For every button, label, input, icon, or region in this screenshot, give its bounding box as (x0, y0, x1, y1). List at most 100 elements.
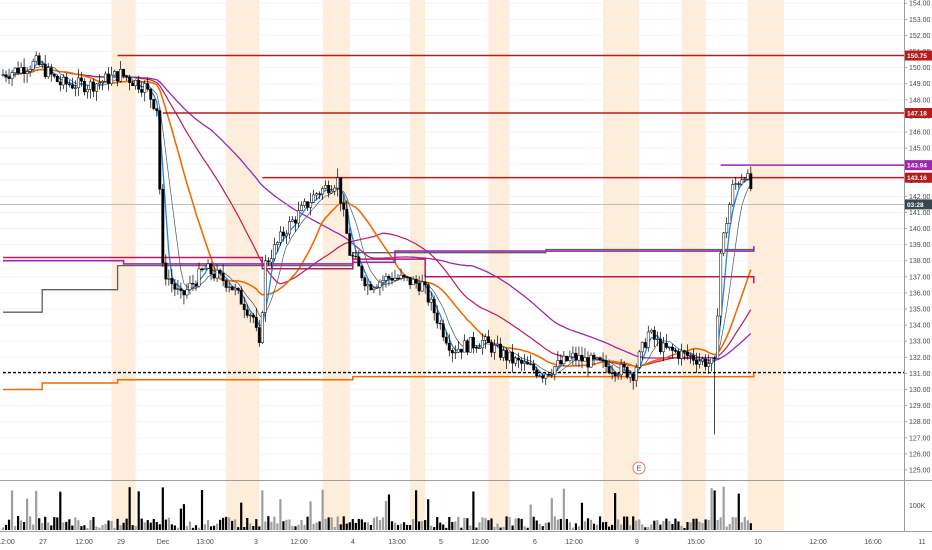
candle-body (309, 202, 313, 208)
volume-bar (119, 525, 122, 530)
volume-bar (568, 522, 571, 530)
volume-bar (544, 522, 547, 530)
price-flag (905, 199, 932, 210)
y-tick-label: 128.00 (909, 419, 931, 426)
volume-bar (312, 523, 315, 530)
volume-bar (665, 518, 668, 530)
volume-bar (740, 522, 743, 530)
candle-body (327, 185, 331, 194)
candle-body (468, 336, 472, 353)
volume-bar (713, 490, 716, 530)
volume-bar (249, 523, 252, 530)
candle-body (248, 314, 252, 317)
candle-body (568, 356, 572, 362)
volume-bar (433, 527, 436, 530)
candle-body (686, 351, 689, 356)
volume-bar (125, 518, 128, 530)
candle-body (324, 185, 328, 189)
candle-body (683, 350, 686, 353)
volume-bar (689, 522, 692, 530)
y-tick-label: 148.00 (909, 97, 931, 104)
y-tick-label: 127.00 (909, 435, 931, 442)
volume-bar (197, 527, 201, 530)
candle-body (580, 355, 584, 362)
y-tick-label: 153.00 (909, 17, 931, 24)
volume-bar (62, 522, 65, 530)
candle-body (487, 336, 490, 343)
volume-bar (475, 527, 478, 530)
candle-body (43, 63, 47, 77)
candle-body (535, 369, 539, 377)
candle-body (107, 73, 110, 84)
volume-bar (677, 521, 680, 530)
session-band (488, 0, 510, 530)
volume-bar (318, 521, 321, 530)
x-tick-label: 12:00 (565, 539, 583, 546)
candle-body (399, 274, 403, 279)
candle-body (562, 355, 566, 364)
candle-body (82, 80, 86, 93)
volume-bar (553, 516, 556, 530)
volume-bar (393, 522, 397, 530)
volume-bar (656, 520, 659, 530)
volume-bar (56, 517, 59, 530)
x-tick-label: 5 (439, 539, 443, 546)
price-flag-label: 03:28 (907, 202, 924, 209)
volume-bar (638, 519, 641, 530)
volume-bar (29, 516, 32, 530)
volume-bar (309, 501, 312, 530)
volume-bar (182, 504, 186, 530)
volume-bar (107, 520, 110, 530)
volume-bar (737, 493, 740, 530)
volume-bar (463, 517, 466, 530)
candle-body (417, 283, 421, 292)
volume-bar (457, 516, 460, 530)
y-tick-label: 149.00 (909, 81, 931, 88)
candle-body (583, 357, 587, 362)
volume-bar (360, 519, 363, 530)
candle-body (661, 342, 665, 353)
volume-bar (149, 522, 152, 530)
volume-bar (77, 520, 80, 530)
candle-body (1, 74, 5, 76)
candle-body (673, 350, 677, 352)
candle-body (303, 201, 306, 206)
volume-bar (351, 519, 354, 530)
candle-body (565, 355, 569, 362)
price-flag-label: 143.16 (907, 175, 927, 182)
candle-body (505, 350, 509, 361)
candle-body (149, 88, 153, 100)
candle-body (384, 276, 388, 281)
volume-bar (212, 525, 216, 530)
candle-body (462, 340, 466, 353)
candle-body (209, 263, 213, 275)
candle-body (312, 194, 316, 203)
candle-body (294, 219, 297, 224)
candle-body (628, 373, 632, 378)
candle-body (345, 209, 349, 234)
volume-bar (128, 487, 131, 530)
candle-body (502, 350, 506, 358)
volume-bar (240, 502, 243, 530)
volume-bar (26, 498, 29, 530)
volume-bar (32, 524, 35, 530)
volume-bar (215, 523, 219, 530)
volume-bar (83, 525, 86, 530)
volume-bar (143, 522, 146, 530)
candle-body (110, 74, 114, 84)
candle-body (173, 283, 177, 290)
volume-bar (478, 522, 481, 530)
candle-body (396, 277, 400, 280)
candle-body (607, 366, 611, 374)
candle-body (541, 375, 545, 379)
volume-bar (164, 519, 167, 530)
volume-bar (4, 524, 8, 530)
candle-body (197, 268, 201, 287)
volume-bar (635, 520, 638, 530)
volume-bar (131, 525, 134, 530)
candle-body (354, 255, 358, 258)
y-tick-label: 137.00 (909, 274, 931, 281)
candle-body (176, 288, 180, 290)
volume-bar (565, 518, 568, 530)
candle-body (58, 81, 62, 86)
